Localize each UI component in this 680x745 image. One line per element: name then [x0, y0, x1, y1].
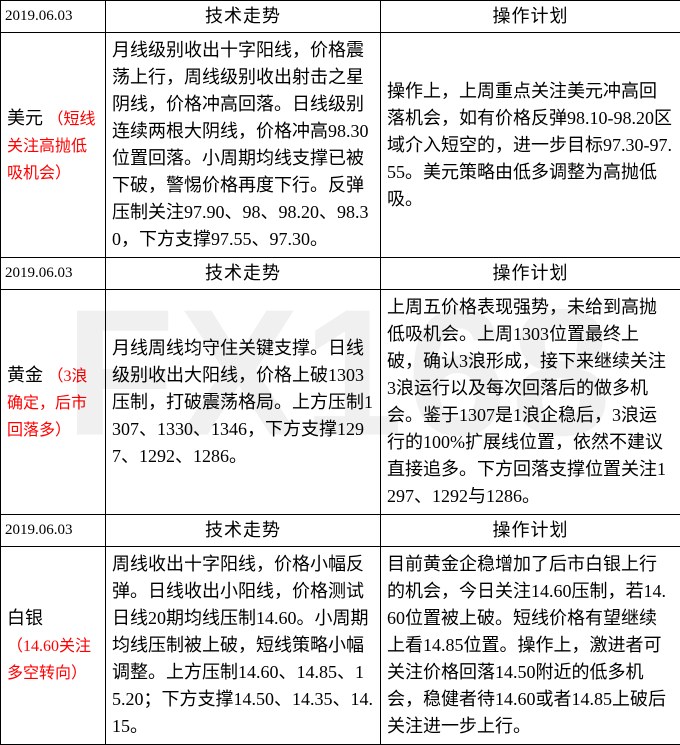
instrument-name: 黄金	[7, 365, 43, 385]
trading-plan-table: FX168 2019.06.03 技术走势 操作计划 美元 （短线关注高抛低吸机…	[0, 0, 680, 745]
section-header-row: 2019.06.03 技术走势 操作计划	[1, 515, 680, 547]
date-cell: 2019.06.03	[1, 1, 106, 33]
section-header-row: 2019.06.03 技术走势 操作计划	[1, 1, 680, 33]
section-header-row: 2019.06.03 技术走势 操作计划	[1, 258, 680, 290]
instrument-cell: 黄金 （3浪确定，后市回落多）	[1, 290, 106, 515]
section-body-row: 美元 （短线关注高抛低吸机会） 月线级别收出十字阳线，价格震荡上行，周线级别收出…	[1, 33, 680, 258]
tech-cell: 月线周线均守住关键支撑。日线级别收出大阳线，价格上破1303压制，打破震荡格局。…	[106, 290, 381, 515]
plan-cell: 上周五价格表现强势，未给到高抛低吸机会。上周1303位置最终上破，确认3浪形成，…	[381, 290, 680, 515]
date-cell: 2019.06.03	[1, 515, 106, 547]
col-header-plan: 操作计划	[381, 258, 680, 290]
col-header-plan: 操作计划	[381, 1, 680, 33]
col-header-tech: 技术走势	[106, 1, 381, 33]
date-cell: 2019.06.03	[1, 258, 106, 290]
section-body-row: 白银 （14.60关注多空转向） 周线收出十字阳线，价格小幅反弹。日线收出小阳线…	[1, 547, 680, 745]
plan-cell: 目前黄金企稳增加了后市白银上行的机会，今日关注14.60压制，若14.60位置被…	[381, 547, 680, 745]
col-header-plan: 操作计划	[381, 515, 680, 547]
col-header-tech: 技术走势	[106, 258, 381, 290]
instrument-note: （14.60关注多空转向）	[7, 638, 91, 682]
instrument-name: 白银	[7, 608, 43, 628]
instrument-name: 美元	[7, 108, 43, 128]
tech-cell: 周线收出十字阳线，价格小幅反弹。日线收出小阳线，价格测试日线20期均线压制14.…	[106, 547, 381, 745]
tech-cell: 月线级别收出十字阳线，价格震荡上行，周线级别收出射击之星阴线，价格冲高回落。日线…	[106, 33, 381, 258]
plan-table: 2019.06.03 技术走势 操作计划 美元 （短线关注高抛低吸机会） 月线级…	[0, 0, 680, 745]
section-body-row: 黄金 （3浪确定，后市回落多） 月线周线均守住关键支撑。日线级别收出大阳线，价格…	[1, 290, 680, 515]
instrument-cell: 美元 （短线关注高抛低吸机会）	[1, 33, 106, 258]
plan-cell: 操作上，上周重点关注美元冲高回落机会，如有价格反弹98.10-98.20区域介入…	[381, 33, 680, 258]
instrument-cell: 白银 （14.60关注多空转向）	[1, 547, 106, 745]
col-header-tech: 技术走势	[106, 515, 381, 547]
